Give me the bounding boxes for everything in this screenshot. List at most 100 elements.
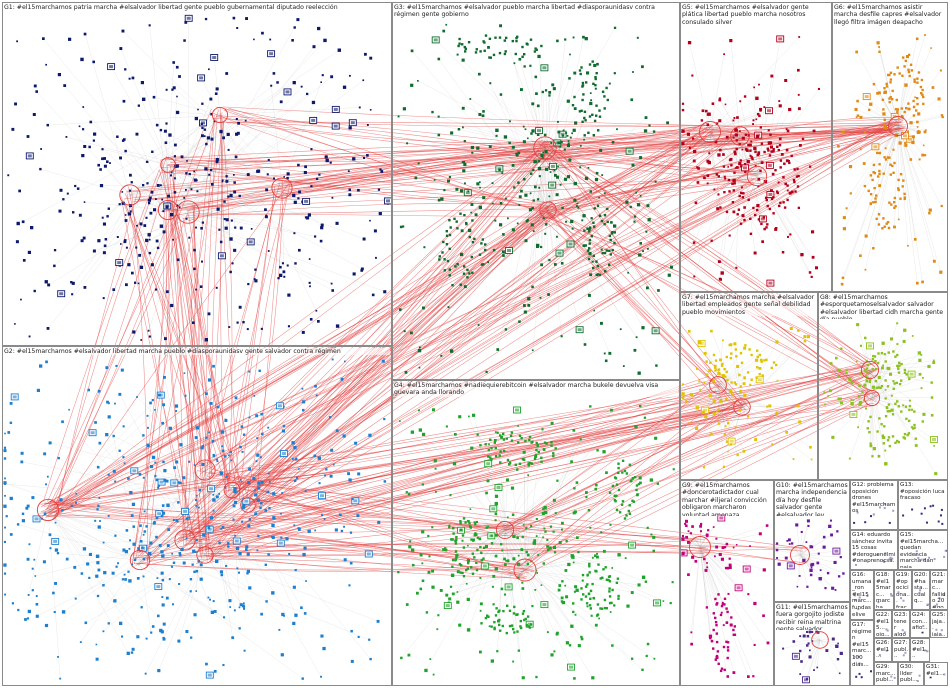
avatar-image-g5 [767,163,772,167]
edge-g1-g6 [134,129,894,201]
node-g8 [840,347,843,350]
node-g6 [856,99,859,103]
node-g4 [421,530,425,534]
node-g8 [837,368,841,372]
cluster-node-g8 [881,436,885,439]
cluster-node-g4 [540,460,543,463]
node-g1 [235,118,238,121]
node-g1 [83,32,87,36]
node-g5 [767,141,772,145]
node-g9 [728,563,732,567]
edge-within-g6 [897,125,930,214]
node-g1 [46,327,50,330]
node-g4 [602,549,606,553]
node-g3 [545,167,549,171]
node-g2 [4,432,6,435]
edge-within-g2 [184,539,213,613]
edge-within-g8 [836,357,871,371]
node-g5 [692,241,696,244]
node-g4 [512,534,516,538]
node-g4 [565,641,569,645]
node-g6 [876,91,879,95]
cluster-node-g4 [607,575,611,578]
edge-within-g4 [524,569,655,659]
node-g3 [561,206,564,209]
node-g4 [522,524,525,526]
edge-g2-g4 [44,502,533,567]
node-g3 [641,65,644,69]
cluster-node-g4 [471,552,474,555]
edge-g2-g3 [42,203,552,507]
node-g2 [264,563,267,566]
cluster-node-g5 [735,147,738,151]
edge-within-g9 [699,546,749,677]
node-g3 [537,54,541,59]
node-g9 [703,557,706,561]
node-g7 [792,458,795,460]
node-g4 [641,575,646,579]
node-g10 [802,558,806,563]
node-g3 [433,179,436,181]
node-g5 [738,162,741,166]
node-g2 [307,529,311,533]
node-g2 [354,441,358,445]
node-g3 [522,177,526,181]
cluster-node-g4 [595,614,599,617]
node-g11 [811,630,814,633]
node-g2 [305,580,307,582]
node-g5 [688,146,691,149]
cluster-node-g4 [589,589,593,593]
edge-within-g1 [154,164,169,210]
cluster-node-g7 [734,383,738,386]
cluster-node-g3 [515,39,518,43]
node-g4 [462,546,466,549]
avatar-image-g1 [109,65,114,69]
edge-g1-g3 [277,143,550,184]
cluster-node-g7 [733,381,736,384]
cluster-node-g8 [866,427,869,430]
node-g7 [687,329,691,333]
edge-g1-g2 [184,115,215,535]
edge-within-g3 [490,83,549,211]
node-g2 [229,606,231,608]
node-g3 [576,205,578,207]
node-g1 [224,226,228,230]
cluster-node-g8 [881,434,885,437]
node-g2 [56,552,60,555]
edge-g2-g6 [198,119,904,550]
node-g9 [766,641,770,645]
node-g2 [142,476,145,479]
edge-within-g10 [799,554,840,577]
cluster-node-g5 [766,204,769,208]
edge-within-g1 [177,112,221,116]
node-g3 [655,364,658,367]
node-g4 [555,632,559,636]
node-g1 [323,38,327,43]
node-g3 [538,175,541,178]
node-g4 [605,471,608,474]
avatar-image-g3 [537,129,541,133]
node-g4 [458,415,462,419]
node-g1 [119,47,123,50]
avatar-image-g7 [757,378,762,382]
node-g3 [470,203,474,206]
node-g3 [455,187,459,191]
node-g24 [921,631,924,634]
node-g1 [11,127,15,131]
edge-within-g11 [801,639,821,662]
node-g2 [190,636,193,639]
cluster-node-g5 [772,148,775,151]
node-g7 [727,450,729,453]
node-g1 [303,171,307,175]
node-g2 [167,528,171,531]
node-g1 [293,26,296,29]
node-g2 [292,585,296,589]
node-g8 [852,399,855,402]
node-g4 [491,585,494,588]
node-g8 [864,336,867,340]
node-g1 [148,202,151,205]
edge-within-g2 [184,539,346,560]
avatar-image-g3 [557,251,562,255]
node-g8 [920,387,923,390]
edge-within-g1 [102,148,169,166]
